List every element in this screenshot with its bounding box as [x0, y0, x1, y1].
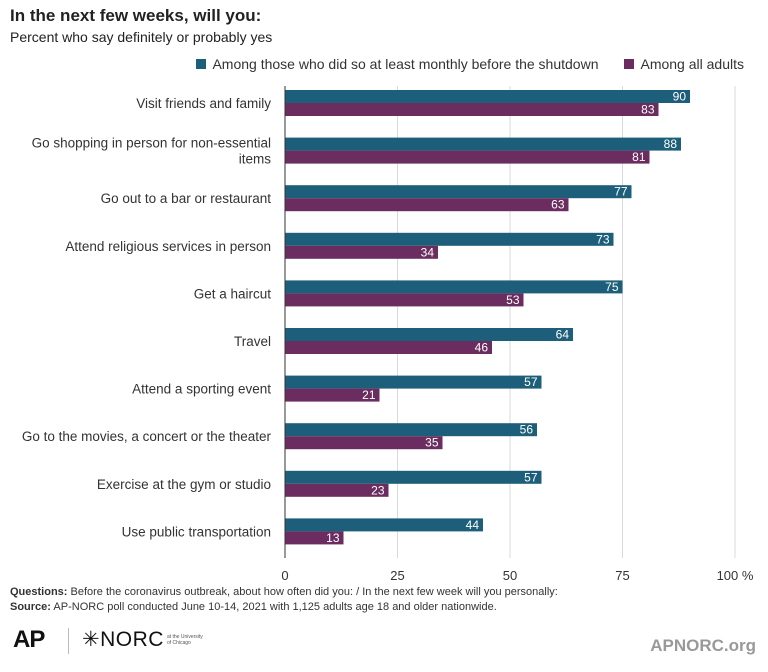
legend-swatch-series-1 — [196, 59, 207, 69]
category-label-8: Exercise at the gym or studio — [97, 477, 271, 492]
bar-3-series-2 — [285, 245, 438, 259]
bar-0-series-1 — [285, 90, 690, 103]
bar-6-series-1 — [285, 375, 542, 389]
bar-2-series-2 — [285, 198, 569, 212]
norc-logo-text: ✳NORC — [82, 628, 164, 651]
site-link[interactable]: APNORC.org — [650, 636, 756, 655]
data-label-0-series-1: 90 — [673, 90, 687, 104]
data-label-3-series-2: 34 — [421, 245, 435, 259]
bar-chart: 0 25 50 75 100 % 90 83 Visit friends and family… — [22, 86, 754, 583]
bar-6-series-2 — [285, 388, 380, 402]
x-tick-label-100: 100 % — [717, 568, 754, 583]
norc-logo: ✳NORC at the University of Chicago — [82, 627, 207, 652]
legend-label-series-2: Among all adults — [640, 56, 744, 72]
category-label-2: Go out to a bar or restaurant — [101, 191, 272, 206]
data-label-5-series-1: 64 — [556, 328, 570, 342]
footer-source: Source: AP-NORC poll conducted June 10-1… — [10, 601, 497, 613]
ap-logo: AP — [13, 626, 45, 653]
x-tick-label-0: 0 — [281, 568, 288, 583]
bar-2-series-1 — [285, 185, 632, 199]
bar-3-series-1 — [285, 232, 614, 246]
bar-1-series-1 — [285, 137, 681, 151]
data-label-4-series-1: 75 — [605, 280, 619, 294]
category-label-7: Go to the movies, a concert or the theat… — [22, 429, 272, 444]
data-label-7-series-2: 35 — [425, 436, 439, 450]
data-label-3-series-1: 73 — [596, 232, 610, 246]
legend-item-series-2: Among all adults — [624, 56, 744, 72]
bar-5-series-2 — [285, 341, 492, 354]
footer-questions: Questions: Before the coronavirus outbre… — [10, 586, 558, 598]
x-tick-label-50: 50 — [503, 568, 517, 583]
legend-swatch-series-2 — [624, 59, 635, 69]
norc-logo-subtext: at the University of Chicago — [166, 633, 203, 646]
bar-0-series-2 — [285, 103, 659, 116]
data-label-8-series-1: 57 — [524, 470, 538, 484]
data-label-5-series-2: 46 — [475, 341, 489, 355]
chart-subtitle: Percent who say definitely or probably y… — [10, 29, 273, 45]
data-label-9-series-2: 13 — [326, 531, 340, 545]
category-label-4: Get a haircut — [194, 286, 272, 301]
data-label-1-series-1: 88 — [664, 137, 678, 151]
data-label-6-series-2: 21 — [362, 388, 376, 402]
category-label-3: Attend religious services in person — [65, 239, 271, 254]
data-label-0-series-2: 83 — [641, 103, 655, 117]
data-label-1-series-2: 81 — [632, 150, 646, 164]
data-label-7-series-1: 56 — [520, 423, 534, 437]
chart-footer: Questions: Before the coronavirus outbre… — [10, 585, 760, 615]
category-label-1-line-0: Go shopping in person for non-essential — [32, 136, 271, 151]
x-tick-label-75: 75 — [615, 568, 629, 583]
data-label-2-series-1: 77 — [614, 185, 628, 199]
bar-4-series-2 — [285, 293, 524, 307]
data-label-2-series-2: 63 — [551, 198, 565, 212]
legend-item-series-1: Among those who did so at least monthly … — [196, 56, 598, 72]
bar-8-series-2 — [285, 483, 389, 497]
category-label-5: Travel — [234, 334, 271, 349]
bar-8-series-1 — [285, 470, 542, 484]
category-label-0: Visit friends and family — [136, 96, 271, 111]
bar-5-series-1 — [285, 328, 573, 341]
data-label-6-series-1: 57 — [524, 375, 538, 389]
x-tick-label-25: 25 — [390, 568, 404, 583]
data-label-8-series-2: 23 — [371, 483, 385, 497]
data-label-4-series-2: 53 — [506, 293, 520, 307]
category-label-1-line-1: items — [239, 152, 272, 167]
bar-7-series-1 — [285, 423, 537, 437]
bar-9-series-1 — [285, 518, 483, 532]
category-label-6: Attend a sporting event — [132, 382, 271, 397]
data-label-9-series-1: 44 — [466, 518, 480, 532]
legend: Among those who did so at least monthly … — [196, 56, 744, 72]
bar-7-series-2 — [285, 436, 443, 450]
legend-label-series-1: Among those who did so at least monthly … — [212, 56, 599, 72]
chart-title: In the next few weeks, will you: — [10, 6, 262, 25]
bar-9-series-2 — [285, 531, 344, 545]
bar-1-series-2 — [285, 150, 650, 164]
bar-4-series-1 — [285, 280, 623, 294]
logo-divider — [68, 628, 69, 654]
category-label-9: Use public transportation — [122, 524, 271, 539]
